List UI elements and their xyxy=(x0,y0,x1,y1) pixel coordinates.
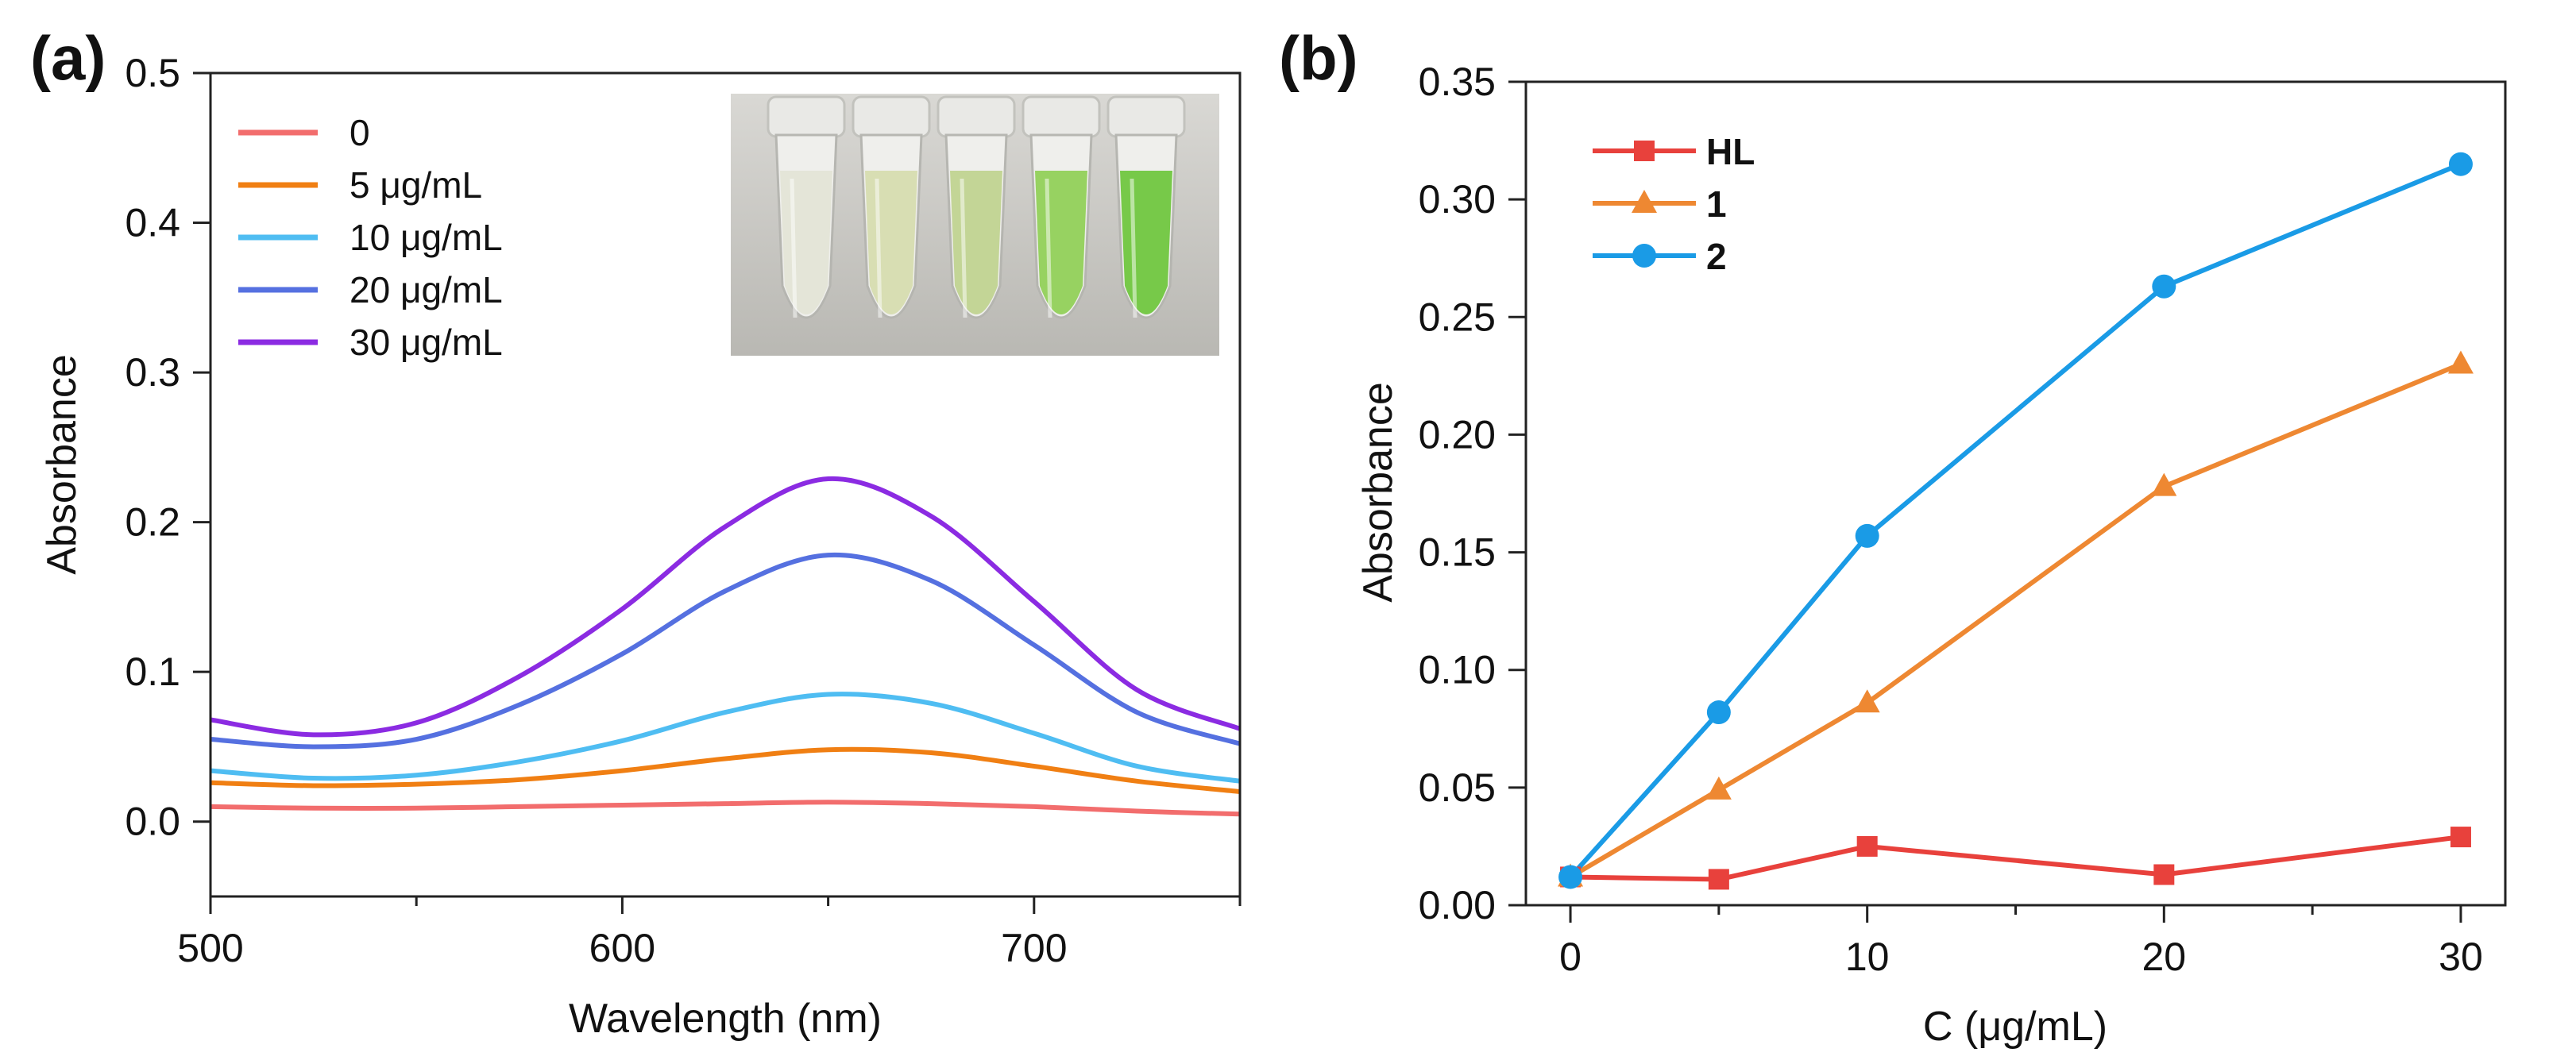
chart-b-series-line-0 xyxy=(1570,835,2462,882)
panel-label-a: (a) xyxy=(30,23,106,93)
chart-b-point-2-3 xyxy=(2152,274,2176,299)
tube-2 xyxy=(937,95,1016,319)
chart-b-ytick-label: 0.30 xyxy=(1419,177,1496,222)
chart-b-point-1-2 xyxy=(1854,689,1880,713)
chart-a-ytick-label: 0.2 xyxy=(125,500,180,545)
chart-b-legend: HL 1 2 xyxy=(1593,131,1755,277)
chart-a-xtick-label: 500 xyxy=(177,926,243,970)
chart-a-xtick-label: 600 xyxy=(589,926,655,970)
chart-b-ytick-label: 0.35 xyxy=(1419,60,1496,104)
chart-a-legend-label-2: 10 μg/mL xyxy=(350,217,503,258)
chart-b-xlabel: C (μg/mL) xyxy=(1923,1004,2107,1050)
chart-a-legend: 0 5 μg/mL 10 μg/mL 20 μg/mL 30 μg/mL xyxy=(238,112,503,363)
chart-b-legend-marker-2 xyxy=(1632,244,1656,268)
chart-b-plot-area xyxy=(1558,152,2474,890)
chart-a-plot-area xyxy=(210,476,1240,817)
chart-b-legend-marker-1 xyxy=(1632,190,1657,213)
chart-a-ytick-label: 0.1 xyxy=(125,650,180,694)
chart-b-ytick-label: 0.05 xyxy=(1419,765,1496,810)
chart-b-point-2-4 xyxy=(2448,152,2473,176)
chart-b-series-line-2 xyxy=(1568,161,2462,879)
chart-a-ytick-label: 0.0 xyxy=(125,800,180,844)
chart-b-ytick-label: 0.20 xyxy=(1419,412,1496,457)
chart-a-frame xyxy=(209,71,1242,898)
chart-b-xtick-label: 0 xyxy=(1559,935,1582,979)
chart-b-point-1-1 xyxy=(1705,776,1732,800)
chart-a-legend-label-0: 0 xyxy=(350,112,370,153)
chart-a-series-line-0 xyxy=(210,800,1240,817)
chart-b-point-2-0 xyxy=(1558,865,1583,889)
chart-a-ytick-label: 0.4 xyxy=(125,201,180,245)
chart-b-frame xyxy=(1524,80,2507,907)
chart-a-series-line-3 xyxy=(210,552,1240,750)
chart-b-point-1-4 xyxy=(2447,350,2474,374)
chart-a-ytick-label: 0.5 xyxy=(125,51,180,95)
chart-b-xtick-label: 30 xyxy=(2439,935,2483,979)
chart-a-series-line-1 xyxy=(210,746,1240,795)
chart-b-ticks: 0.00 0.05 0.10 0.15 0.20 0.25 0.30 0.35 0 10 20 30 xyxy=(1419,60,2483,979)
chart-b-ytick-label: 0.00 xyxy=(1419,883,1496,927)
chart-a-ticks: 0.0 0.1 0.2 0.3 0.4 0.5 500 600 700 xyxy=(125,51,1242,970)
chart-b-legend-label-1: 1 xyxy=(1706,183,1727,225)
chart-b-absorbance-vs-concentration: 0.000.050.100.150.200.250.300.350 10 20 30 … xyxy=(1355,60,2507,1050)
chart-a-ytick-label: 0.3 xyxy=(125,350,180,395)
chart-a-absorbance-spectra: 0.0 0.1 0.2 0.3 0.4 0.5 500 600 700 0 5 μg/mL 10 μ… xyxy=(39,51,1242,1042)
chart-b-ytick-label: 0.15 xyxy=(1419,530,1496,575)
tube-3 xyxy=(1022,95,1101,319)
chart-b-point-1-3 xyxy=(2151,472,2177,496)
chart-b-legend-label-2: 2 xyxy=(1706,236,1727,277)
chart-b-ytick-label: 0.10 xyxy=(1419,648,1496,692)
chart-a-ylabel: Absorbance xyxy=(39,354,85,575)
tube-4 xyxy=(1106,95,1186,319)
tube-1 xyxy=(852,95,931,319)
chart-b-point-0-1 xyxy=(1708,869,1729,890)
chart-a-xtick-label: 700 xyxy=(1001,926,1067,970)
chart-b-point-0-2 xyxy=(1856,835,1878,857)
chart-a-legend-label-4: 30 μg/mL xyxy=(350,322,503,363)
tube-0 xyxy=(767,95,846,319)
tubes-photo-inset xyxy=(731,94,1219,356)
chart-a-legend-label-3: 20 μg/mL xyxy=(350,269,503,310)
chart-b-point-2-1 xyxy=(1706,700,1731,725)
chart-b-xtick-label: 10 xyxy=(1845,935,1890,979)
chart-b-legend-label-0: HL xyxy=(1706,131,1755,172)
chart-a-series-line-2 xyxy=(210,692,1240,784)
chart-b-ylabel: Absorbance xyxy=(1355,382,1401,603)
chart-b-xtick-label: 20 xyxy=(2142,935,2187,979)
panel-label-b: (b) xyxy=(1279,23,1358,93)
chart-a-legend-label-1: 5 μg/mL xyxy=(350,164,482,206)
chart-b-point-0-4 xyxy=(2450,827,2471,848)
chart-b-ytick-label: 0.25 xyxy=(1419,295,1496,339)
chart-a-series-line-4 xyxy=(210,476,1240,738)
chart-b-point-0-3 xyxy=(2153,864,2175,885)
chart-b-series-line-1 xyxy=(1569,361,2462,880)
chart-b-legend-marker-0 xyxy=(1634,141,1655,161)
chart-b-point-2-2 xyxy=(1855,523,1879,548)
chart-a-xlabel: Wavelength (nm) xyxy=(569,996,882,1042)
